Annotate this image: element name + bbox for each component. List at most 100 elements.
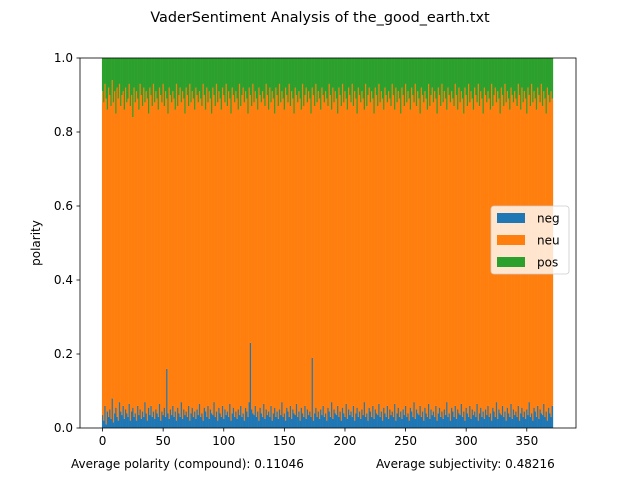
bar-neu bbox=[348, 87, 350, 410]
legend-label-neu: neu bbox=[537, 234, 560, 248]
bar-neg bbox=[128, 403, 131, 428]
bar-neg bbox=[461, 416, 464, 428]
bar-neg bbox=[214, 416, 217, 428]
bar-neg bbox=[126, 413, 128, 428]
bar-neu bbox=[414, 83, 417, 419]
bar-neg bbox=[188, 405, 190, 428]
bar-neu bbox=[436, 113, 438, 421]
bar-neu bbox=[254, 91, 257, 406]
bar-pos bbox=[388, 58, 390, 92]
bar-pos bbox=[260, 58, 263, 103]
bar-neg bbox=[103, 420, 105, 428]
bar-pos bbox=[501, 58, 504, 95]
bar-pos bbox=[271, 58, 274, 92]
bar-neu bbox=[276, 95, 278, 412]
bar-neu bbox=[364, 83, 367, 417]
bar-neu bbox=[381, 98, 384, 421]
bar-pos bbox=[447, 58, 449, 88]
bar-neu bbox=[446, 109, 448, 403]
bar-neu bbox=[402, 95, 405, 410]
bar-neg bbox=[391, 411, 394, 428]
bar-neg bbox=[294, 415, 297, 428]
bar-neu bbox=[310, 113, 312, 417]
bar-pos bbox=[407, 58, 409, 92]
bar-neg bbox=[493, 411, 495, 428]
bar-neu bbox=[108, 87, 110, 417]
bar-pos bbox=[295, 58, 298, 95]
bar-pos bbox=[425, 58, 428, 99]
bar-neg bbox=[529, 416, 532, 428]
bar-pos bbox=[118, 58, 121, 84]
bar-neu bbox=[483, 87, 486, 419]
bar-neg bbox=[169, 409, 172, 428]
bar-pos bbox=[414, 58, 417, 84]
bar-neg bbox=[315, 407, 317, 428]
bar-pos bbox=[198, 58, 201, 92]
bar-neu bbox=[198, 91, 201, 404]
bar-neu bbox=[404, 83, 407, 406]
bar-neg bbox=[517, 405, 520, 428]
bar-pos bbox=[517, 58, 520, 84]
bar-neu bbox=[241, 95, 243, 417]
bar-neg bbox=[277, 418, 280, 428]
bar-neg bbox=[406, 416, 408, 428]
bar-neg bbox=[402, 409, 405, 428]
bar-neg bbox=[269, 416, 271, 428]
bar-neu bbox=[426, 109, 429, 417]
bar-neg bbox=[173, 416, 175, 428]
bar-pos bbox=[458, 58, 460, 88]
bar-neu bbox=[375, 95, 378, 414]
bar-neg bbox=[297, 416, 299, 428]
bar-pos bbox=[516, 58, 518, 107]
bar-neu bbox=[463, 113, 465, 412]
bar-pos bbox=[229, 58, 231, 99]
bar-neu bbox=[255, 98, 258, 417]
legend: neg neu pos bbox=[490, 205, 570, 275]
bar-neg bbox=[317, 411, 320, 428]
bar-neg bbox=[191, 407, 194, 428]
bar-pos bbox=[354, 58, 356, 92]
bar-neu bbox=[152, 83, 155, 412]
bar-neu bbox=[331, 109, 333, 403]
bar-neu bbox=[434, 91, 436, 417]
bar-neu bbox=[189, 83, 191, 421]
bar-pos bbox=[420, 58, 423, 88]
bar-neu bbox=[269, 87, 271, 417]
bar-pos bbox=[341, 58, 344, 84]
bar-neg bbox=[178, 413, 180, 428]
bar-pos bbox=[288, 58, 291, 84]
bar-pos bbox=[484, 58, 487, 95]
bar-neu bbox=[117, 98, 120, 421]
bar-neg bbox=[494, 416, 497, 428]
bar-neu bbox=[442, 102, 445, 419]
bar-neu bbox=[444, 98, 447, 416]
bar-pos bbox=[145, 58, 148, 92]
bar-pos bbox=[331, 58, 333, 110]
bar-pos bbox=[432, 58, 435, 103]
bar-neu bbox=[212, 87, 214, 416]
bar-neg bbox=[114, 413, 116, 428]
bar-neu bbox=[287, 102, 289, 412]
bar-neu bbox=[157, 109, 160, 417]
bar-pos bbox=[186, 58, 189, 95]
bar-neu bbox=[183, 98, 185, 410]
bar-neu bbox=[172, 91, 174, 406]
bar-neu bbox=[419, 113, 422, 406]
bar-neu bbox=[240, 106, 242, 406]
bar-neg bbox=[372, 405, 374, 428]
bar-neg bbox=[195, 418, 197, 428]
bar-pos bbox=[318, 58, 321, 99]
bar-pos bbox=[111, 58, 114, 81]
bar-neu bbox=[163, 106, 166, 408]
bar-pos bbox=[357, 58, 360, 88]
bar-pos bbox=[303, 58, 305, 107]
bar-pos bbox=[514, 58, 516, 92]
bar-neu bbox=[478, 106, 481, 414]
bar-neu bbox=[191, 91, 194, 408]
bar-neu bbox=[356, 113, 358, 408]
bar-pos bbox=[274, 58, 276, 114]
bar-neg bbox=[181, 418, 184, 428]
bar-neu bbox=[253, 102, 255, 416]
x-tick-label: 100 bbox=[212, 434, 235, 448]
bar-neg bbox=[437, 413, 440, 428]
